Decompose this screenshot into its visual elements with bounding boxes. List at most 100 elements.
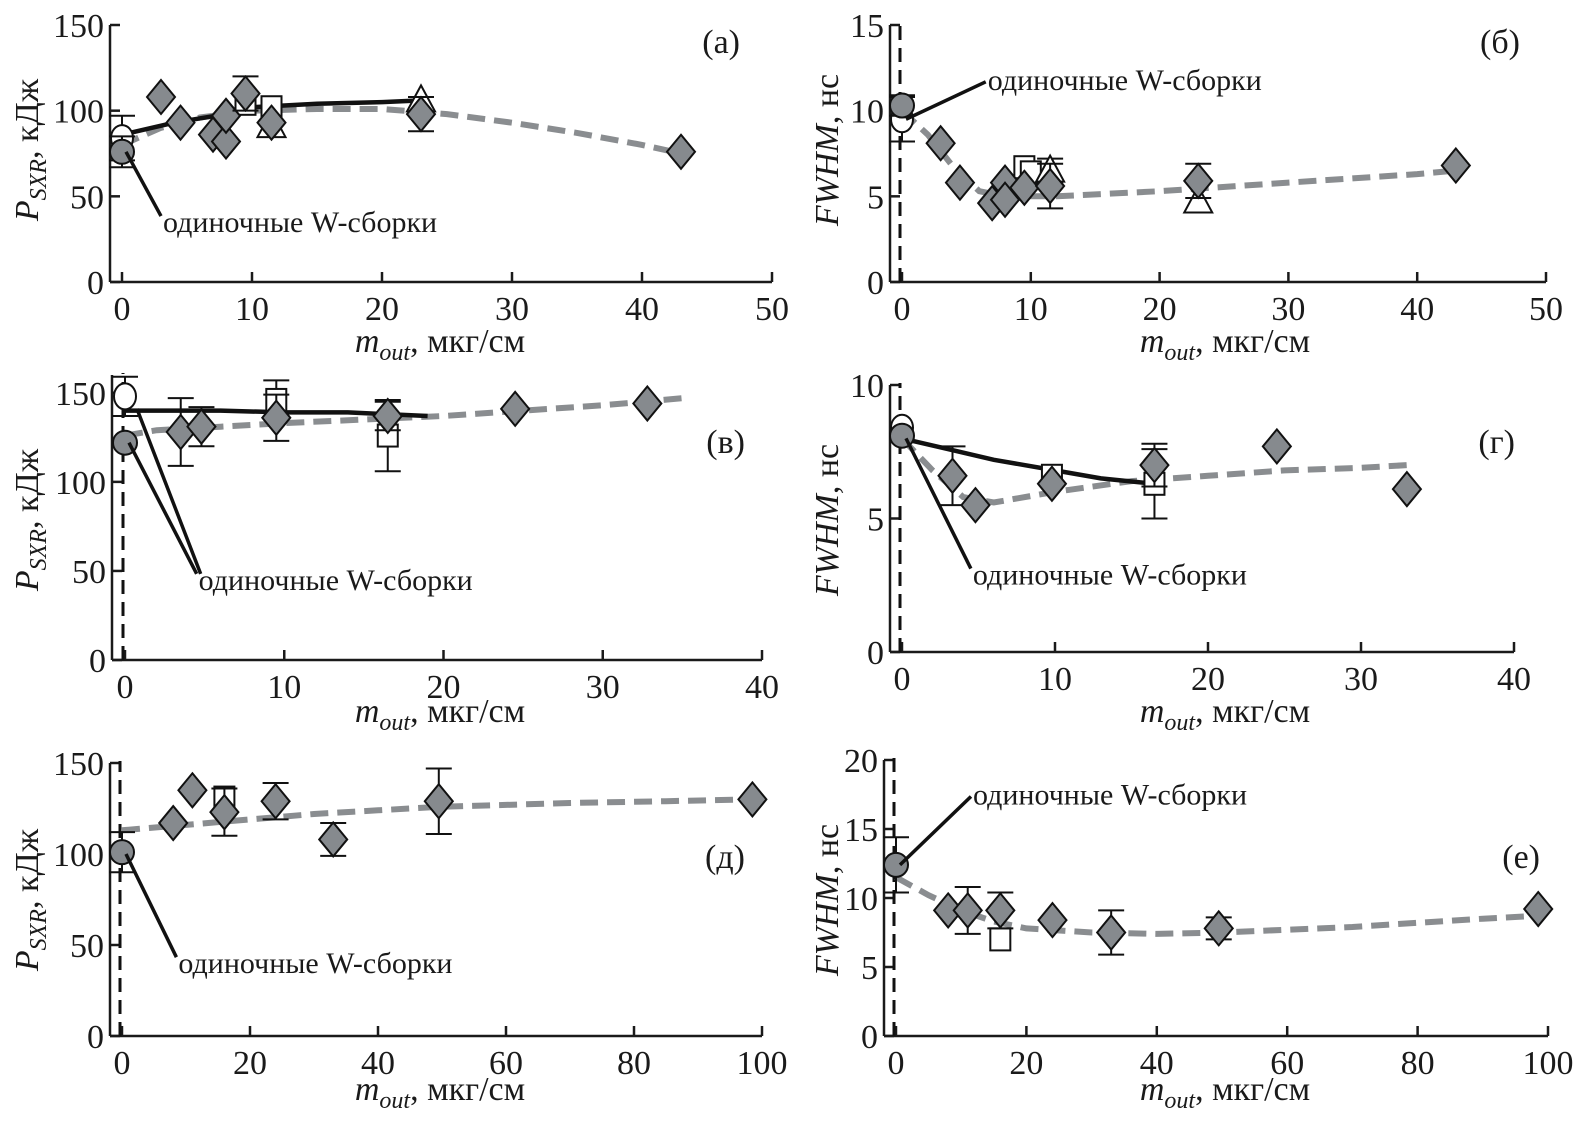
data-point-diamond xyxy=(665,133,697,171)
annotation-text: одиночные W-сборки xyxy=(973,779,1247,812)
y-tick-label: 5 xyxy=(867,502,884,539)
data-point-diamond xyxy=(1095,913,1127,952)
data-point-diamond xyxy=(1139,446,1170,484)
x-axis-title: mout, мкг/см xyxy=(1140,323,1310,366)
y-tick-label: 5 xyxy=(861,950,878,987)
data-point-circle-open xyxy=(113,382,137,411)
x-axis-title-main: m xyxy=(1140,693,1165,730)
y-axis-title-main: P xyxy=(9,950,46,972)
x-axis-title: mout, мкг/см xyxy=(355,323,525,366)
x-axis-title-unit: , мкг/см xyxy=(1195,693,1310,730)
x-axis-title-unit: , мкг/см xyxy=(1195,1071,1310,1108)
y-tick-label: 0 xyxy=(87,265,104,302)
y-axis-title-unit: , кДж xyxy=(9,448,46,529)
y-axis-title-unit: , кДж xyxy=(9,828,46,909)
annotation-text: одиночные W-сборки xyxy=(163,206,437,239)
data-point-diamond xyxy=(985,891,1016,929)
x-tick-label: 20 xyxy=(365,291,399,328)
x-tick-label: 40 xyxy=(625,291,659,328)
y-axis-title-sub: SXR xyxy=(26,909,52,951)
panel-label: (е) xyxy=(1502,839,1540,876)
data-point-circle-filled xyxy=(889,92,915,119)
y-tick-label: 10 xyxy=(850,368,884,405)
y-axis-title-main: P xyxy=(9,570,46,592)
x-axis-title-main: m xyxy=(355,693,380,730)
data-point-circle-filled xyxy=(883,851,909,878)
y-axis-title: PSXR, кДж xyxy=(9,448,52,592)
x-axis-title-sub: out xyxy=(1164,340,1196,366)
x-tick-label: 30 xyxy=(1344,661,1378,698)
data-point-diamond xyxy=(256,104,287,142)
x-tick-label: 20 xyxy=(1009,1045,1043,1082)
y-axis-title: FWHM, нс xyxy=(809,444,846,597)
x-axis-title-main: m xyxy=(1140,1071,1165,1108)
y-axis-title-unit: , нс xyxy=(809,824,846,874)
annotation-pointer xyxy=(135,408,203,575)
annotation-pointer xyxy=(904,437,973,570)
data-point-diamond xyxy=(1391,470,1423,508)
y-axis-title-unit: , кДж xyxy=(9,78,46,159)
y-tick-label: 10 xyxy=(844,881,878,918)
y-axis-title-main: FWHM xyxy=(809,122,846,227)
x-tick-label: 0 xyxy=(114,1045,131,1082)
data-point-diamond xyxy=(177,771,208,809)
x-tick-label: 50 xyxy=(1529,291,1563,328)
data-point-diamond xyxy=(960,486,991,524)
x-axis-title-unit: , мкг/см xyxy=(410,1071,525,1108)
y-tick-label: 50 xyxy=(70,179,104,216)
y-axis-title-main: FWHM xyxy=(809,872,846,977)
x-tick-label: 0 xyxy=(894,661,911,698)
x-tick-label: 0 xyxy=(888,1045,905,1082)
panel-label: (г) xyxy=(1478,424,1515,461)
y-axis-title-unit: , нс xyxy=(809,444,846,494)
data-point-diamond xyxy=(260,399,292,437)
x-tick-label: 20 xyxy=(427,669,461,706)
y-axis-title-main: FWHM xyxy=(809,492,846,597)
data-point-diamond xyxy=(1034,167,1066,205)
data-point-diamond xyxy=(423,782,455,820)
x-tick-label: 40 xyxy=(745,669,779,706)
y-tick-label: 15 xyxy=(844,812,878,849)
x-axis-title-sub: out xyxy=(1164,1088,1196,1114)
y-axis-title-sub: SXR xyxy=(26,159,52,201)
data-point-diamond xyxy=(632,384,663,423)
x-tick-label: 20 xyxy=(233,1045,267,1082)
data-point-diamond xyxy=(1037,901,1068,939)
x-axis-title: mout, мкг/см xyxy=(355,693,525,736)
data-point-diamond xyxy=(372,397,404,435)
y-axis-title: PSXR, кДж xyxy=(9,78,52,222)
annotation-pointer xyxy=(127,441,199,575)
x-tick-label: 10 xyxy=(1014,291,1048,328)
y-tick-label: 100 xyxy=(53,837,104,874)
y-tick-label: 0 xyxy=(867,635,884,672)
annotation-text: одиночные W-сборки xyxy=(178,947,452,980)
data-point-diamond xyxy=(165,104,196,142)
x-axis-title-unit: , мкг/см xyxy=(1195,323,1310,360)
data-point-square xyxy=(989,927,1012,952)
data-point-diamond xyxy=(260,782,291,820)
data-point-diamond xyxy=(1261,427,1293,465)
annotation-pointer xyxy=(905,80,987,121)
y-tick-label: 0 xyxy=(867,265,884,302)
y-tick-label: 100 xyxy=(55,465,106,502)
x-axis-title: mout, мкг/см xyxy=(1140,693,1310,736)
y-tick-label: 0 xyxy=(89,643,106,680)
data-point-diamond xyxy=(1182,162,1214,200)
data-point-diamond xyxy=(952,891,984,929)
panel-label: (б) xyxy=(1480,24,1520,61)
x-tick-label: 80 xyxy=(1401,1045,1435,1082)
annotation-pointer xyxy=(898,795,973,867)
data-point-diamond xyxy=(210,122,242,161)
data-point-diamond xyxy=(1036,465,1068,503)
data-point-diamond xyxy=(944,164,976,202)
y-tick-label: 50 xyxy=(70,928,104,965)
x-axis-title-sub: out xyxy=(379,340,411,366)
y-tick-label: 50 xyxy=(72,554,106,591)
x-tick-label: 100 xyxy=(737,1045,788,1082)
x-axis-title-sub: out xyxy=(379,1088,411,1114)
panel-label: (д) xyxy=(705,839,745,876)
y-axis-title: FWHM, нс xyxy=(809,824,846,977)
